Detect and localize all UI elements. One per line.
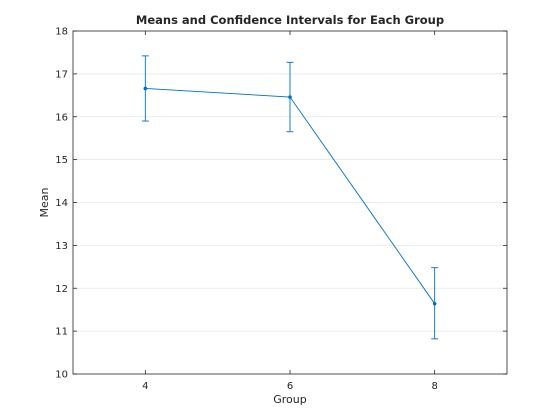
chart-title: Means and Confidence Intervals for Each … bbox=[136, 13, 444, 27]
x-tick-label: 6 bbox=[287, 381, 293, 392]
data-point bbox=[432, 301, 437, 306]
x-tick-label: 8 bbox=[431, 381, 437, 392]
data-point bbox=[143, 86, 148, 91]
y-tick-label: 18 bbox=[55, 27, 68, 38]
y-tick-label: 14 bbox=[55, 198, 68, 209]
y-axis-label: Mean bbox=[38, 187, 51, 217]
x-axis-label: Group bbox=[273, 393, 307, 406]
y-tick-label: 10 bbox=[55, 370, 68, 381]
x-tick-label: 4 bbox=[142, 381, 148, 392]
y-tick-label: 17 bbox=[55, 69, 68, 80]
y-tick-label: 12 bbox=[55, 284, 68, 295]
ticks: 10 11 12 13 14 15 16 17 18 4 6 8 bbox=[55, 27, 507, 392]
series-layer bbox=[141, 55, 439, 340]
data-point bbox=[288, 95, 292, 99]
y-tick-label: 13 bbox=[55, 241, 68, 252]
y-tick-label: 11 bbox=[55, 327, 68, 338]
y-tick-label: 15 bbox=[55, 155, 68, 166]
y-tick-label: 16 bbox=[55, 112, 68, 123]
